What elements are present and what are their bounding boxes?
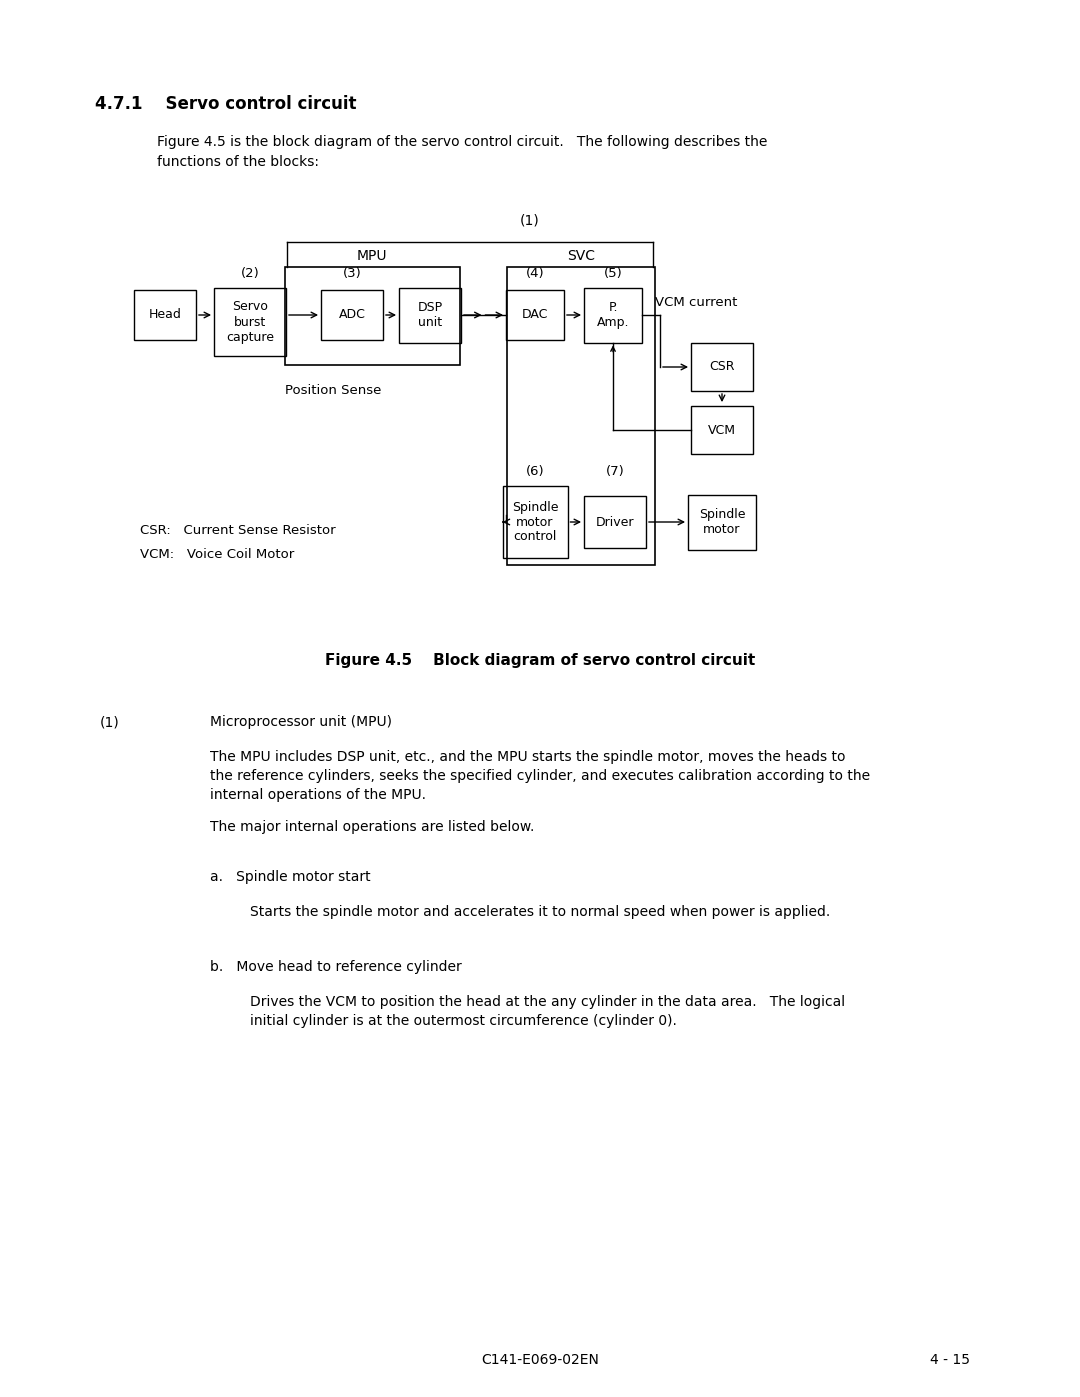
- Text: The MPU includes DSP unit, etc., and the MPU starts the spindle motor, moves the: The MPU includes DSP unit, etc., and the…: [210, 750, 846, 764]
- Text: (1): (1): [100, 715, 120, 729]
- Bar: [691, 407, 753, 454]
- Text: Starts the spindle motor and accelerates it to normal speed when power is applie: Starts the spindle motor and accelerates…: [249, 905, 831, 919]
- Text: internal operations of the MPU.: internal operations of the MPU.: [210, 788, 426, 802]
- Bar: [584, 288, 642, 342]
- Text: SVC: SVC: [567, 249, 595, 263]
- Bar: [134, 291, 195, 339]
- Bar: [688, 495, 756, 549]
- Bar: [584, 496, 646, 548]
- Text: (1): (1): [521, 214, 540, 228]
- Text: DSP
unit: DSP unit: [418, 300, 443, 330]
- Text: (2): (2): [241, 267, 259, 279]
- Text: Microprocessor unit (MPU): Microprocessor unit (MPU): [210, 715, 392, 729]
- Text: b.   Move head to reference cylinder: b. Move head to reference cylinder: [210, 960, 462, 974]
- Text: Position Sense: Position Sense: [285, 384, 381, 397]
- Text: VCM: VCM: [708, 423, 735, 436]
- Text: VCM current: VCM current: [654, 296, 738, 309]
- Text: (5): (5): [604, 267, 622, 279]
- Bar: [507, 291, 564, 339]
- Text: Spindle
motor: Spindle motor: [699, 509, 745, 536]
- Text: CSR: CSR: [710, 360, 734, 373]
- Text: Figure 4.5    Block diagram of servo control circuit: Figure 4.5 Block diagram of servo contro…: [325, 652, 755, 668]
- Text: Driver: Driver: [596, 515, 634, 528]
- Text: 4.7.1    Servo control circuit: 4.7.1 Servo control circuit: [95, 95, 356, 113]
- Text: C141-E069-02EN: C141-E069-02EN: [481, 1354, 599, 1368]
- Text: (4): (4): [526, 267, 544, 279]
- Text: (6): (6): [526, 465, 544, 478]
- Text: CSR:   Current Sense Resistor: CSR: Current Sense Resistor: [140, 524, 336, 536]
- Text: Figure 4.5 is the block diagram of the servo control circuit.   The following de: Figure 4.5 is the block diagram of the s…: [157, 136, 768, 149]
- Text: (3): (3): [342, 267, 362, 279]
- Bar: [502, 486, 567, 557]
- Text: initial cylinder is at the outermost circumference (cylinder 0).: initial cylinder is at the outermost cir…: [249, 1014, 677, 1028]
- Text: The major internal operations are listed below.: The major internal operations are listed…: [210, 820, 535, 834]
- Text: ADC: ADC: [338, 309, 365, 321]
- Text: MPU: MPU: [356, 249, 388, 263]
- Text: VCM:   Voice Coil Motor: VCM: Voice Coil Motor: [140, 549, 294, 562]
- Text: the reference cylinders, seeks the specified cylinder, and executes calibration : the reference cylinders, seeks the speci…: [210, 768, 870, 782]
- Text: Spindle
motor
control: Spindle motor control: [512, 500, 558, 543]
- Text: 4 - 15: 4 - 15: [930, 1354, 970, 1368]
- Bar: [691, 344, 753, 391]
- Text: DAC: DAC: [522, 309, 549, 321]
- Text: (7): (7): [606, 465, 624, 478]
- Bar: [399, 288, 461, 342]
- Bar: [507, 267, 654, 564]
- Text: P.
Amp.: P. Amp.: [597, 300, 630, 330]
- Bar: [321, 291, 383, 339]
- Text: a.   Spindle motor start: a. Spindle motor start: [210, 870, 370, 884]
- Text: Drives the VCM to position the head at the any cylinder in the data area.   The : Drives the VCM to position the head at t…: [249, 995, 846, 1009]
- Bar: [214, 288, 286, 356]
- Text: Head: Head: [149, 309, 181, 321]
- Bar: [285, 267, 460, 365]
- Text: functions of the blocks:: functions of the blocks:: [157, 155, 319, 169]
- Text: Servo
burst
capture: Servo burst capture: [226, 300, 274, 344]
